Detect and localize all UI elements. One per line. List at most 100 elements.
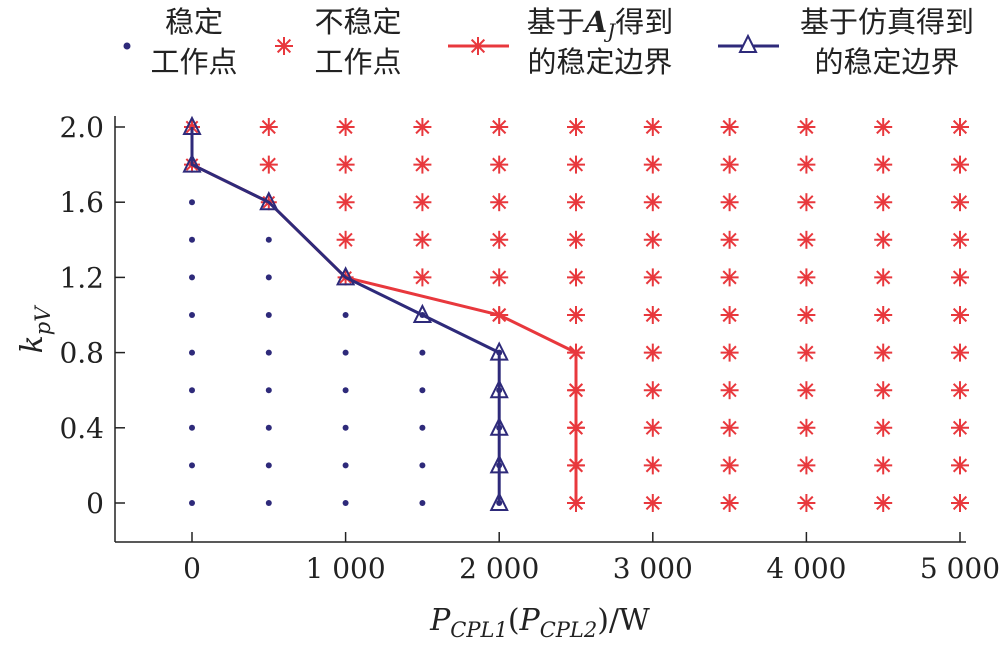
unstable-point: [797, 268, 816, 287]
legend-item-aj-boundary: 基于AJ得到 的稳定边界: [448, 5, 673, 79]
x-label-open: (: [508, 603, 520, 638]
unstable-point: [797, 118, 816, 136]
aj-boundary-line: [190, 127, 578, 503]
unstable-point: [797, 418, 816, 437]
stable-point: [419, 424, 426, 431]
legend-aj-sym: A: [582, 5, 608, 39]
x-label-close: )/W: [597, 603, 650, 638]
unstable-point: [720, 494, 739, 512]
unstable-point: [797, 155, 816, 174]
series-sim-boundary: [182, 115, 509, 511]
unstable-point: [490, 230, 509, 249]
unstable-point: [567, 118, 585, 136]
stable-point: [419, 500, 426, 506]
aj-boundary-point: [568, 344, 584, 361]
unstable-point: [720, 456, 739, 475]
unstable-point: [336, 155, 355, 174]
unstable-point: [951, 268, 969, 287]
stable-point: [342, 424, 349, 431]
stable-point: [342, 462, 349, 469]
x-tick-label: 0: [183, 552, 201, 585]
unstable-point: [336, 230, 355, 249]
legend-item-stable: 稳定 工作点: [123, 5, 238, 79]
legend-aj-line2: 的稳定边界: [527, 45, 672, 79]
unstable-point: [874, 418, 893, 437]
unstable-point: [797, 343, 816, 362]
unstable-point: [643, 381, 662, 400]
legend-stable-line2: 工作点: [150, 45, 237, 79]
stable-point: [265, 312, 272, 318]
legend-stable-marker: [123, 42, 131, 50]
unstable-point: [720, 118, 739, 136]
y-tick-label: 1.6: [59, 186, 104, 219]
x-tick-label: 3 000: [613, 552, 693, 585]
y-tick-label: 0.4: [59, 412, 104, 445]
unstable-point: [797, 306, 816, 324]
unstable-point: [720, 230, 739, 249]
x-tick-label: 5 000: [920, 552, 1000, 585]
stable-point: [265, 424, 272, 431]
x-label-main: P: [429, 603, 451, 638]
legend-item-unstable: 不稳定 工作点: [275, 5, 402, 79]
stable-point: [265, 500, 272, 506]
unstable-point: [874, 494, 893, 512]
unstable-point: [413, 118, 432, 136]
stable-point: [342, 500, 349, 506]
unstable-point: [720, 268, 739, 287]
sim-boundary-point: [489, 454, 509, 474]
x-tick-label: 1 000: [306, 552, 386, 585]
stable-point: [189, 236, 195, 243]
unstable-point: [874, 230, 893, 249]
stable-point: [419, 462, 426, 469]
unstable-point: [413, 230, 432, 249]
unstable-point: [874, 118, 893, 136]
y-tick-label: 0: [86, 487, 104, 520]
unstable-point: [259, 155, 278, 174]
unstable-point: [720, 418, 739, 437]
legend-aj-post: 得到: [615, 5, 673, 39]
stable-point: [419, 349, 426, 356]
legend-sim-line1: 基于仿真得到: [800, 5, 974, 39]
unstable-point: [951, 230, 969, 249]
unstable-point: [567, 155, 585, 174]
y-label-main: k: [15, 335, 50, 353]
legend-unstable-line2: 工作点: [314, 45, 401, 79]
aj-boundary-point: [568, 419, 584, 436]
sim-boundary-point: [489, 341, 509, 361]
unstable-point: [336, 193, 355, 212]
stable-point: [342, 349, 349, 356]
x-axis-label: PCPL1(PCPL2)/W: [429, 603, 650, 642]
y-tick-label: 1.2: [59, 261, 104, 294]
sim-boundary-point: [412, 303, 433, 323]
sim-boundary-point: [335, 266, 356, 286]
unstable-point: [951, 155, 969, 174]
legend-unstable-line1: 不稳定: [314, 5, 401, 39]
unstable-point: [797, 193, 816, 212]
stable-point: [265, 274, 272, 281]
x-ticks: 0 1 000 2 000 3 000 4 000 5 000: [183, 532, 1000, 585]
aj-boundary-point: [568, 495, 584, 511]
stable-point: [189, 387, 195, 394]
unstable-point: [874, 381, 893, 400]
stable-point: [189, 274, 195, 281]
legend-aj-asterisk: [469, 37, 487, 55]
unstable-point: [643, 268, 662, 287]
unstable-point: [951, 418, 969, 437]
unstable-point: [951, 193, 969, 212]
unstable-point: [874, 155, 893, 174]
legend-aj-pre: 基于: [527, 5, 585, 39]
series-stable: [189, 124, 503, 506]
y-ticks: 0 0.4 0.8 1.2 1.6 2.0: [59, 111, 125, 520]
unstable-point: [643, 230, 662, 249]
unstable-point: [951, 343, 969, 362]
legend-aj-line1: 基于AJ得到: [527, 5, 674, 43]
unstable-point: [874, 343, 893, 362]
series-unstable: [259, 118, 969, 512]
unstable-point: [643, 118, 662, 136]
unstable-point: [720, 343, 739, 362]
unstable-point: [720, 193, 739, 212]
sim-boundary-point: [259, 190, 279, 211]
stable-point: [189, 312, 195, 318]
unstable-point: [951, 456, 969, 475]
stable-point: [265, 462, 272, 469]
